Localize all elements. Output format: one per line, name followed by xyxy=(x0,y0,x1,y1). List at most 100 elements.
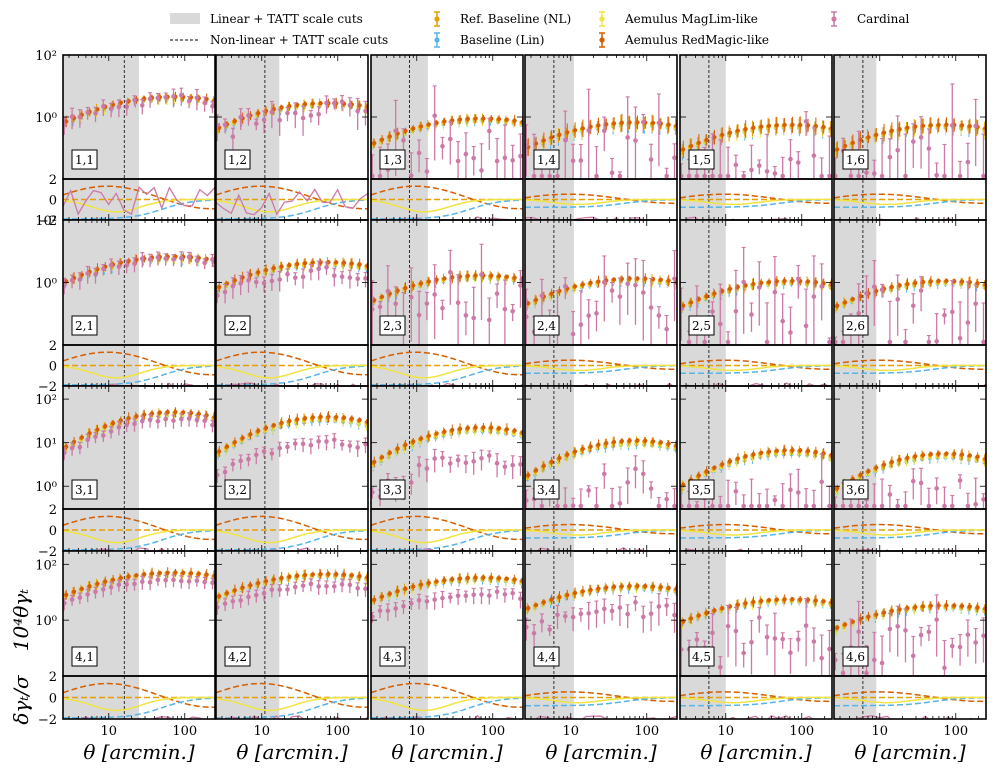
model-point-redmagic xyxy=(103,424,108,429)
model-point-redmagic xyxy=(541,138,546,143)
cardinal-point xyxy=(562,137,568,143)
model-point-redmagic xyxy=(496,116,502,122)
model-point-redmagic xyxy=(874,132,879,137)
model-point-redmagic xyxy=(512,428,517,433)
cardinal-point xyxy=(981,339,986,345)
model-point-redmagic xyxy=(204,96,209,102)
cardinal-point xyxy=(292,275,298,281)
cardinal-point xyxy=(680,306,684,312)
cardinal-point xyxy=(277,445,282,451)
panel-label: 1,6 xyxy=(846,153,865,167)
model-point-redmagic xyxy=(310,415,315,420)
cardinal-point xyxy=(640,119,646,125)
cardinal-point xyxy=(694,503,700,509)
model-point-redmagic xyxy=(418,281,424,286)
legend-entry-lin_cut: Linear + TATT scale cuts xyxy=(170,12,363,26)
model-point-redmagic xyxy=(928,279,933,284)
cardinal-point xyxy=(324,265,329,270)
cardinal-point xyxy=(371,489,375,495)
model-point-redmagic xyxy=(635,276,640,281)
cardinal-point xyxy=(834,339,838,345)
panel-label-box xyxy=(688,315,715,336)
cardinal-point xyxy=(525,314,529,320)
cardinal-point xyxy=(210,103,215,109)
ratio-curve-cardinal xyxy=(225,382,368,386)
cardinal-point xyxy=(518,283,523,288)
panel-content xyxy=(63,386,215,551)
cardinal-point xyxy=(246,456,251,462)
ratio-curve-redmagic xyxy=(834,359,986,370)
model-point-redmagic xyxy=(481,425,486,430)
cardinal-point xyxy=(324,439,329,444)
model-point-redmagic xyxy=(118,100,123,105)
cardinal-point xyxy=(871,503,877,509)
cardinal-point xyxy=(416,462,422,468)
model-point-redmagic xyxy=(318,414,323,420)
model-point-redmagic xyxy=(735,284,740,290)
cardinal-point xyxy=(570,331,576,337)
model-point-redmagic xyxy=(658,440,663,445)
panel-label-box xyxy=(224,315,251,336)
cardinal-point xyxy=(895,503,900,509)
model-point-redmagic xyxy=(157,410,162,415)
model-point-redmagic xyxy=(611,277,617,282)
cardinal-point xyxy=(377,173,383,179)
cardinal-point xyxy=(479,455,484,461)
model-point-redmagic xyxy=(533,468,539,473)
cardinal-point xyxy=(788,156,793,162)
cardinal-point xyxy=(463,460,469,466)
ratio-curve-redmagic xyxy=(525,523,677,535)
cardinal-point xyxy=(331,437,337,443)
model-point-redmagic xyxy=(920,279,926,285)
cardinal-point xyxy=(887,339,893,345)
cardinal-point xyxy=(934,339,939,344)
cardinal-point xyxy=(702,173,707,179)
cardinal-point xyxy=(518,153,523,159)
panel-label: 1,5 xyxy=(692,153,711,167)
model-point-redmagic xyxy=(411,283,416,288)
model-point-redmagic xyxy=(287,263,292,268)
cardinal-point xyxy=(918,135,924,140)
model-point-redmagic xyxy=(866,135,871,140)
cardinal-point xyxy=(525,498,529,503)
model-point-redmagic xyxy=(936,451,941,456)
model-point-redmagic xyxy=(727,286,733,291)
model-point-redmagic xyxy=(557,132,562,137)
ratio-curve-redmagic xyxy=(216,515,368,541)
cardinal-point xyxy=(502,306,508,312)
model-point-redmagic xyxy=(411,126,416,131)
cardinal-point xyxy=(949,503,955,509)
model-point-redmagic xyxy=(357,262,362,267)
cardinal-point xyxy=(834,173,838,179)
cardinal-point xyxy=(965,503,971,509)
model-point-redmagic xyxy=(959,123,965,128)
cardinal-point xyxy=(594,173,599,179)
legend-entry-base_lin: Baseline (Lin) xyxy=(434,32,544,48)
model-point-redmagic xyxy=(920,452,926,458)
cardinal-point xyxy=(795,160,801,165)
panel-2-5: 2,5 xyxy=(679,219,833,387)
cardinal-point xyxy=(887,492,893,497)
cardinal-point xyxy=(871,171,877,176)
cardinal-point xyxy=(981,497,986,502)
ratio-curve-redmagic xyxy=(525,359,677,370)
cardinal-point xyxy=(486,317,492,323)
panel-1-6: 1,6 xyxy=(833,54,987,221)
cardinal-point xyxy=(903,339,908,345)
cardinal-point xyxy=(725,339,731,345)
model-point-redmagic xyxy=(913,454,918,459)
panel-1-2: 1,2 xyxy=(215,54,369,221)
ratio-curve-maglim xyxy=(63,198,215,213)
ratio-curve-maglim xyxy=(680,364,832,372)
cardinal-point xyxy=(132,97,137,103)
cardinal-point xyxy=(926,339,932,345)
panel-label: 3,2 xyxy=(228,483,247,497)
cardinal-point xyxy=(640,290,646,295)
legend-entry-cardinal: Cardinal xyxy=(831,11,909,27)
model-point-redmagic xyxy=(681,147,686,152)
model-point-redmagic xyxy=(372,141,377,146)
panel-content xyxy=(525,55,677,220)
model-point-redmagic xyxy=(165,410,170,415)
model-point-redmagic xyxy=(967,453,972,458)
panel-label-box xyxy=(842,315,869,336)
